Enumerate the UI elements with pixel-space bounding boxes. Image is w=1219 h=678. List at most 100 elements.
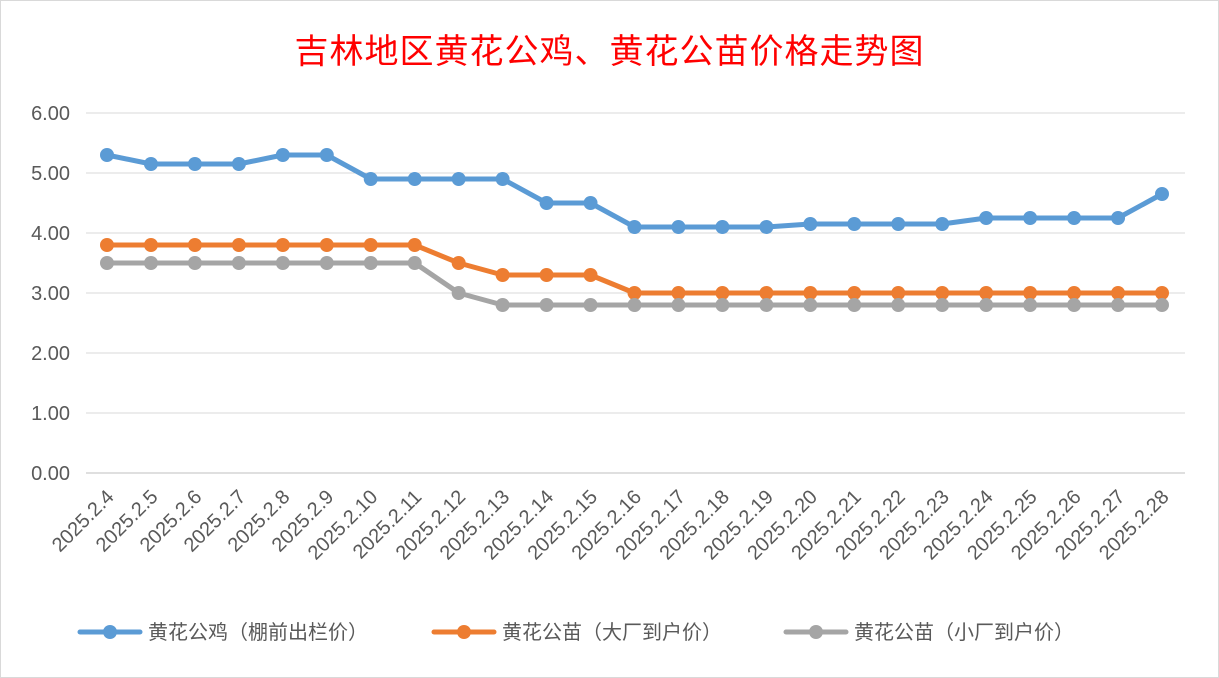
data-point: [275, 256, 290, 270]
legend-swatch-marker: [103, 625, 117, 639]
data-point: [1023, 298, 1038, 312]
y-tick-label: 2.00: [31, 343, 70, 365]
y-tick-label: 3.00: [31, 283, 70, 305]
data-point: [231, 157, 246, 171]
data-point: [891, 298, 906, 312]
data-point: [671, 298, 686, 312]
data-point: [407, 172, 422, 186]
data-point: [1111, 286, 1126, 300]
data-point: [539, 268, 554, 282]
data-point: [143, 256, 158, 270]
data-point: [100, 238, 114, 252]
data-point: [495, 298, 510, 312]
data-point: [935, 286, 950, 300]
data-point: [495, 172, 510, 186]
legend-item-3: 黄花公苗（小厂到户价）: [783, 620, 1074, 644]
data-point: [275, 238, 290, 252]
data-point: [803, 298, 818, 312]
data-point: [583, 196, 598, 210]
chart-title: 吉林地区黄花公鸡、黄花公苗价格走势图: [294, 32, 925, 72]
data-point: [1067, 298, 1082, 312]
data-point: [847, 286, 862, 300]
y-tick-label: 5.00: [31, 163, 70, 185]
series-lines: [100, 148, 1169, 312]
data-point: [979, 211, 994, 225]
data-point: [803, 217, 818, 231]
data-point: [1067, 211, 1082, 225]
series-line: [104, 152, 1165, 230]
legend-item-1: 黄花公鸡（棚前出栏价）: [77, 620, 368, 644]
legend-swatch-marker: [809, 625, 823, 639]
data-point: [319, 148, 334, 162]
legend-label: 黄花公苗（大厂到户价）: [502, 620, 722, 644]
data-point: [363, 172, 378, 186]
y-axis-ticks: 0.00 1.00 2.00 3.00 4.00 5.00 6.00: [31, 103, 70, 485]
data-point: [627, 298, 642, 312]
data-point: [715, 298, 730, 312]
data-point: [715, 286, 730, 300]
data-point: [891, 217, 906, 231]
y-tick-label: 0.00: [31, 463, 70, 485]
y-tick-label: 4.00: [31, 223, 70, 245]
data-point: [803, 286, 818, 300]
legend-item-2: 黄花公苗（大厂到户价）: [431, 620, 722, 644]
data-point: [451, 256, 466, 270]
data-point: [451, 172, 466, 186]
data-point: [1111, 298, 1126, 312]
data-point: [759, 298, 774, 312]
data-point: [143, 238, 158, 252]
data-point: [671, 286, 686, 300]
data-point: [231, 238, 246, 252]
legend-label: 黄花公鸡（棚前出栏价）: [148, 620, 368, 644]
data-point: [1067, 286, 1082, 300]
legend-swatch-marker: [457, 625, 471, 639]
data-point: [495, 268, 510, 282]
data-point: [1111, 211, 1126, 225]
data-point: [451, 286, 466, 300]
data-point: [407, 238, 422, 252]
data-point: [1155, 286, 1169, 300]
data-point: [187, 238, 202, 252]
data-point: [979, 286, 994, 300]
data-point: [187, 256, 202, 270]
data-point: [100, 256, 114, 270]
data-point: [275, 148, 290, 162]
data-point: [319, 238, 334, 252]
series-3: [100, 256, 1169, 312]
data-point: [847, 217, 862, 231]
data-point: [100, 148, 114, 162]
data-point: [1023, 211, 1038, 225]
data-point: [627, 220, 642, 234]
series-line: [104, 242, 1165, 296]
data-point: [319, 256, 334, 270]
data-point: [979, 298, 994, 312]
data-point: [891, 286, 906, 300]
data-point: [1023, 286, 1038, 300]
data-point: [847, 298, 862, 312]
data-point: [627, 286, 642, 300]
data-point: [759, 286, 774, 300]
data-point: [583, 268, 598, 282]
series-1: [100, 148, 1169, 234]
legend-label: 黄花公苗（小厂到户价）: [854, 620, 1074, 644]
data-point: [583, 298, 598, 312]
data-point: [363, 256, 378, 270]
series-2: [100, 238, 1169, 300]
data-point: [539, 298, 554, 312]
x-axis-ticks: 2025.2.42025.2.52025.2.62025.2.72025.2.8…: [48, 486, 1174, 564]
data-point: [671, 220, 686, 234]
y-tick-label: 1.00: [31, 403, 70, 425]
data-point: [187, 157, 202, 171]
data-point: [759, 220, 774, 234]
data-point: [715, 220, 730, 234]
data-point: [143, 157, 158, 171]
data-point: [407, 256, 422, 270]
data-point: [231, 256, 246, 270]
y-tick-label: 6.00: [31, 103, 70, 125]
data-point: [935, 217, 950, 231]
data-point: [363, 238, 378, 252]
data-point: [1155, 298, 1169, 312]
data-point: [1155, 187, 1169, 201]
legend: 黄花公鸡（棚前出栏价） 黄花公苗（大厂到户价） 黄花公苗（小厂到户价）: [77, 620, 1074, 644]
